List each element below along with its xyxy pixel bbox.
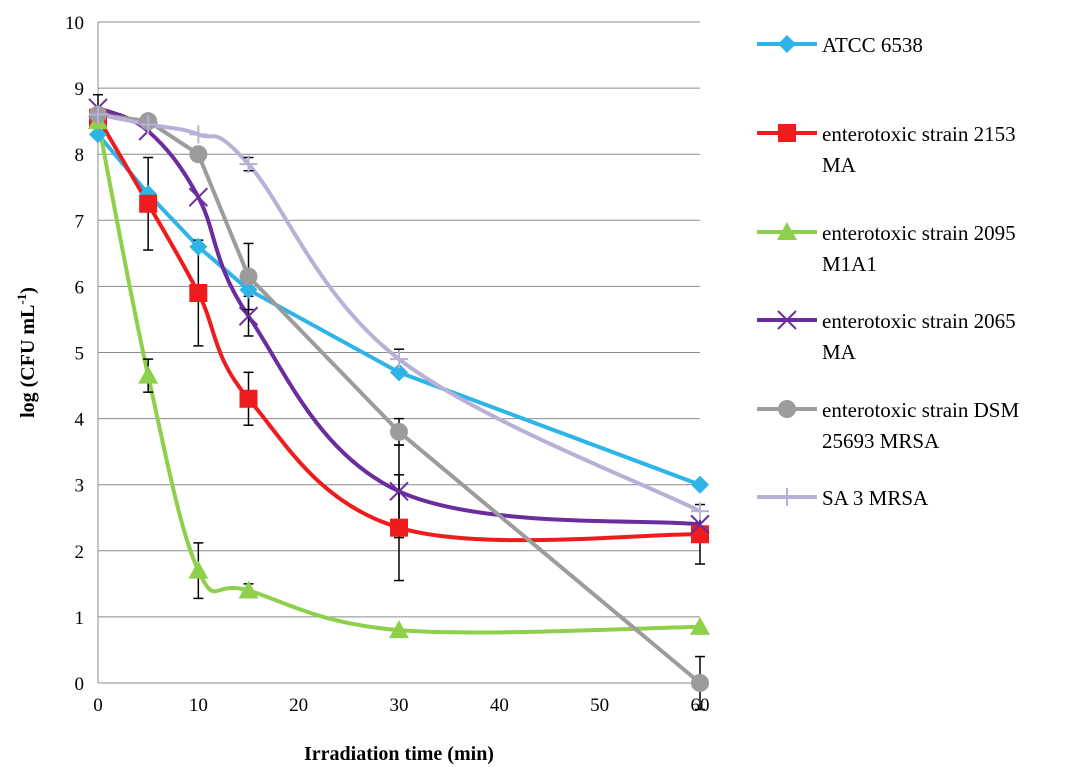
y-tick-label: 3 — [75, 476, 85, 497]
data-point-4 — [189, 145, 208, 164]
data-point-4 — [691, 674, 709, 692]
series-lines — [96, 106, 702, 685]
data-point-5 — [390, 350, 408, 369]
legend-label-1: enterotoxic strain 2153 — [822, 122, 1016, 146]
data-point-0 — [390, 363, 408, 382]
x-tick-label: 40 — [490, 695, 509, 716]
y-axis-title-main: log (CFU mL — [17, 305, 39, 418]
y-axis-title: log (CFU mL-1) — [14, 287, 39, 418]
data-point-3 — [389, 481, 409, 502]
data-point-5 — [189, 125, 208, 144]
y-axis-title-close: ) — [17, 287, 39, 294]
data-point-2 — [389, 620, 409, 639]
data-point-1 — [189, 284, 208, 303]
data-point-0 — [89, 125, 107, 144]
y-tick-label: 8 — [75, 145, 85, 166]
legend-marker-0 — [778, 35, 796, 53]
legend-marker-2 — [777, 222, 797, 240]
data-point-1 — [691, 525, 709, 544]
data-point-5 — [239, 155, 258, 174]
data-point-5 — [139, 115, 158, 134]
data-point-2 — [690, 616, 710, 635]
x-axis-title: Irradiation time (min) — [304, 743, 494, 765]
legend-label-0: ATCC 6538 — [822, 33, 923, 57]
y-tick-label: 10 — [65, 13, 84, 34]
legend-label-1: MA — [822, 153, 857, 177]
data-point-3 — [188, 187, 209, 207]
y-tick-label: 2 — [75, 542, 85, 563]
y-tick-label: 5 — [75, 344, 85, 365]
data-point-2 — [138, 365, 159, 384]
data-point-0 — [239, 280, 258, 299]
legend-label-5: SA 3 MRSA — [822, 486, 929, 510]
legend-label-2: M1A1 — [822, 252, 877, 276]
data-point-1 — [139, 194, 158, 213]
legend: ATCC 6538 enterotoxic strain 2153 MA entero… — [757, 33, 1019, 510]
x-tick-label: 10 — [189, 695, 208, 716]
y-tick-label: 6 — [75, 277, 85, 298]
legend-label-4: enterotoxic strain DSM — [822, 398, 1019, 422]
data-point-2 — [238, 580, 259, 599]
y-axis-title-superscript: -1 — [14, 294, 29, 305]
data-point-4 — [390, 422, 408, 441]
markers — [88, 98, 710, 692]
data-point-1 — [239, 389, 258, 408]
legend-marker-3 — [777, 310, 797, 330]
data-point-5 — [691, 502, 709, 521]
y-tick-label: 0 — [75, 674, 85, 695]
legend-marker-4 — [778, 400, 796, 418]
legend-label-2: enterotoxic strain 2095 — [822, 221, 1016, 245]
series-line-4 — [97, 112, 702, 685]
data-point-2 — [188, 560, 209, 579]
y-tick-label: 4 — [75, 410, 85, 431]
y-tick-label: 7 — [75, 211, 85, 232]
x-tick-label: 20 — [289, 695, 308, 716]
series-line-2 — [96, 120, 701, 635]
x-tick-label: 30 — [390, 695, 409, 716]
data-point-5 — [89, 105, 107, 124]
y-tick-label: 1 — [75, 608, 85, 629]
x-tick-label: 0 — [93, 695, 103, 716]
legend-marker-1 — [778, 124, 796, 142]
x-tick-label: 50 — [590, 695, 609, 716]
legend-label-4: 25693 MRSA — [822, 429, 940, 453]
y-tick-label: 9 — [75, 79, 85, 100]
data-point-0 — [691, 475, 709, 494]
legend-marker-5 — [778, 488, 796, 506]
data-point-3 — [238, 306, 259, 326]
legend-label-3: enterotoxic strain 2065 — [822, 309, 1016, 333]
data-point-1 — [390, 518, 408, 537]
data-point-4 — [239, 267, 258, 286]
legend-label-3: MA — [822, 340, 857, 364]
data-point-0 — [189, 237, 208, 256]
data-point-3 — [690, 514, 710, 535]
